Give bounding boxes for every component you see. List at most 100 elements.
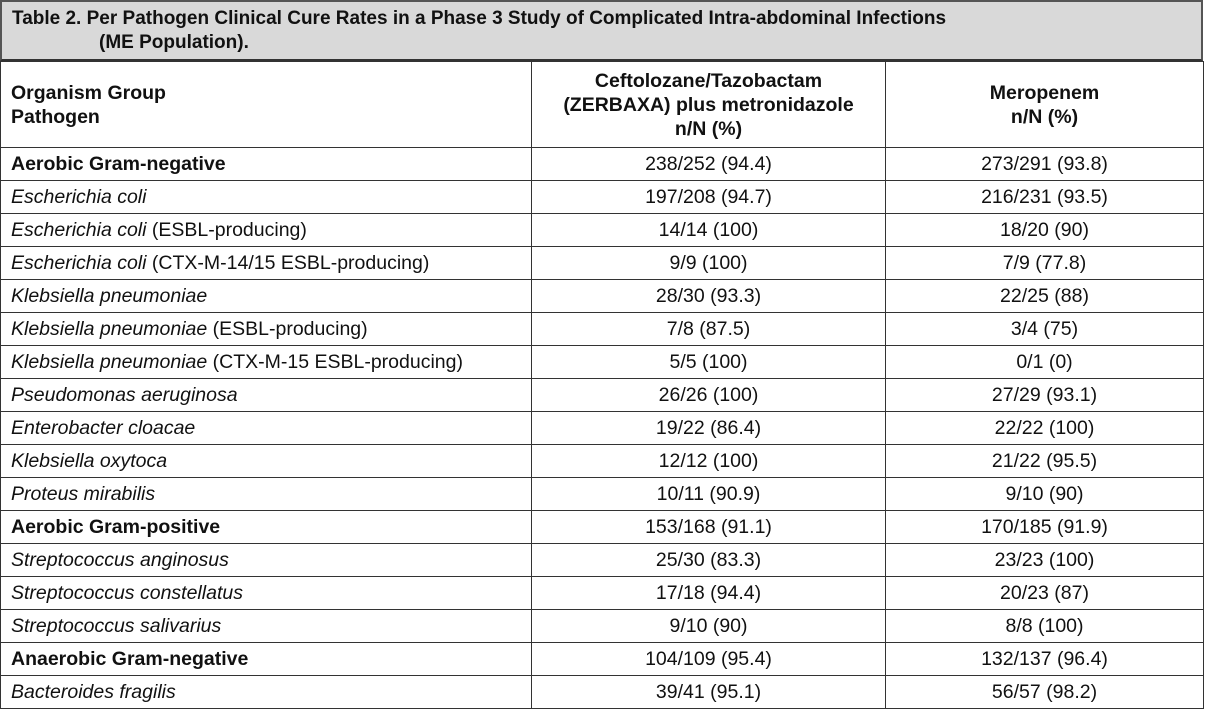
- zerbaxa-cure-cell: 17/18 (94.4): [531, 576, 886, 610]
- table-row: Pseudomonas aeruginosa 26/26 (100) 27/29 (…: [0, 378, 1204, 412]
- table-row: Escherichia coli (CTX-M-14/15 ESBL-produ…: [0, 246, 1204, 280]
- zerbaxa-cure-cell: 5/5 (100): [531, 345, 886, 379]
- header-pathogen: Pathogen: [11, 105, 100, 128]
- zerbaxa-cure-cell: 10/11 (90.9): [531, 477, 886, 511]
- pathogen-name: Klebsiella pneumoniae: [11, 350, 208, 373]
- meropenem-cure-cell: 27/29 (93.1): [885, 378, 1204, 412]
- pathogen-cell: Streptococcus anginosus: [0, 543, 532, 577]
- table-row: Klebsiella pneumoniae 28/30 (93.3) 22/25 (…: [0, 279, 1204, 313]
- pathogen-cell: Escherichia coli (ESBL-producing): [0, 213, 532, 247]
- pathogen-cell: Klebsiella pneumoniae: [0, 279, 532, 313]
- meropenem-cure-cell: 8/8 (100): [885, 609, 1204, 643]
- pathogen-cell: Escherichia coli (CTX-M-14/15 ESBL-produ…: [0, 246, 532, 280]
- table-row: Escherichia coli (ESBL-producing) 14/14 (…: [0, 213, 1204, 247]
- pathogen-name: Streptococcus anginosus: [11, 548, 229, 571]
- organism-group-name: Aerobic Gram-positive: [11, 515, 221, 538]
- meropenem-cure-cell: 3/4 (75): [885, 312, 1204, 346]
- table-row: Bacteroides fragilis 39/41 (95.1) 56/57 (9…: [0, 675, 1204, 709]
- meropenem-cure-cell: 132/137 (96.4): [885, 642, 1204, 676]
- meropenem-cure-cell: 0/1 (0): [885, 345, 1204, 379]
- pathogen-qualifier: (ESBL-producing): [146, 218, 307, 241]
- pathogen-cell: Enterobacter cloacae: [0, 411, 532, 445]
- pathogen-cell: Streptococcus constellatus: [0, 576, 532, 610]
- organism-group-cell: Anaerobic Gram-negative: [0, 642, 532, 676]
- group-row: Anaerobic Gram-negative 104/109 (95.4) 132…: [0, 642, 1204, 676]
- meropenem-cure-cell: 23/23 (100): [885, 543, 1204, 577]
- table-row: Escherichia coli 197/208 (94.7) 216/231 (9…: [0, 180, 1204, 214]
- table-header-row: Organism Group Pathogen Ceftolozane/Tazo…: [0, 61, 1204, 148]
- pathogen-cell: Bacteroides fragilis: [0, 675, 532, 709]
- zerbaxa-cure-cell: 9/10 (90): [531, 609, 886, 643]
- meropenem-cure-cell: 18/20 (90): [885, 213, 1204, 247]
- header-zerbaxa-line3: n/N (%): [674, 117, 743, 140]
- table-row: Enterobacter cloacae 19/22 (86.4) 22/22 (1…: [0, 411, 1204, 445]
- zerbaxa-cure-cell: 19/22 (86.4): [531, 411, 886, 445]
- meropenem-cure-cell: 216/231 (93.5): [885, 180, 1204, 214]
- table-title-line2: (ME Population).: [99, 32, 249, 53]
- header-zerbaxa-line1: Ceftolozane/Tazobactam: [594, 69, 823, 92]
- zerbaxa-cure-cell: 238/252 (94.4): [531, 147, 886, 181]
- header-organism-pathogen: Organism Group Pathogen: [0, 61, 532, 148]
- header-meropenem-line1: Meropenem: [989, 81, 1100, 104]
- table-row: Klebsiella pneumoniae (ESBL-producing) 7/…: [0, 312, 1204, 346]
- table-title: Table 2. Per Pathogen Clinical Cure Rate…: [0, 0, 1203, 61]
- zerbaxa-cure-cell: 7/8 (87.5): [531, 312, 886, 346]
- pathogen-qualifier: (CTX-M-14/15 ESBL-producing): [146, 251, 430, 274]
- pathogen-name: Enterobacter cloacae: [11, 416, 196, 439]
- table-row: Klebsiella oxytoca 12/12 (100) 21/22 (95.5…: [0, 444, 1204, 478]
- meropenem-cure-cell: 170/185 (91.9): [885, 510, 1204, 544]
- table-title-line1: Table 2. Per Pathogen Clinical Cure Rate…: [12, 8, 947, 29]
- zerbaxa-cure-cell: 25/30 (83.3): [531, 543, 886, 577]
- pathogen-name: Proteus mirabilis: [11, 482, 156, 505]
- zerbaxa-cure-cell: 153/168 (91.1): [531, 510, 886, 544]
- group-row: Aerobic Gram-positive 153/168 (91.1) 170/1…: [0, 510, 1204, 544]
- pathogen-name: Streptococcus salivarius: [11, 614, 222, 637]
- pathogen-cell: Escherichia coli: [0, 180, 532, 214]
- pathogen-name: Klebsiella oxytoca: [11, 449, 168, 472]
- header-meropenem-line2: n/N (%): [1010, 105, 1079, 128]
- zerbaxa-cure-cell: 12/12 (100): [531, 444, 886, 478]
- zerbaxa-cure-cell: 39/41 (95.1): [531, 675, 886, 709]
- pathogen-name: Klebsiella pneumoniae: [11, 317, 208, 340]
- pathogen-name: Escherichia coli: [11, 185, 147, 208]
- header-meropenem: Meropenem n/N (%): [885, 61, 1204, 148]
- meropenem-cure-cell: 273/291 (93.8): [885, 147, 1204, 181]
- pathogen-cell: Klebsiella pneumoniae (ESBL-producing): [0, 312, 532, 346]
- meropenem-cure-cell: 21/22 (95.5): [885, 444, 1204, 478]
- meropenem-cure-cell: 22/22 (100): [885, 411, 1204, 445]
- pathogen-cell: Pseudomonas aeruginosa: [0, 378, 532, 412]
- table-row: Streptococcus constellatus 17/18 (94.4) 20…: [0, 576, 1204, 610]
- zerbaxa-cure-cell: 104/109 (95.4): [531, 642, 886, 676]
- table-row: Proteus mirabilis 10/11 (90.9) 9/10 (90): [0, 477, 1204, 511]
- table-row: Streptococcus anginosus 25/30 (83.3) 23/23…: [0, 543, 1204, 577]
- pathogen-cell: Proteus mirabilis: [0, 477, 532, 511]
- meropenem-cure-cell: 22/25 (88): [885, 279, 1204, 313]
- table-row: Streptococcus salivarius 9/10 (90) 8/8 (10…: [0, 609, 1204, 643]
- pathogen-name: Klebsiella pneumoniae: [11, 284, 208, 307]
- pathogen-name: Streptococcus constellatus: [11, 581, 243, 604]
- header-zerbaxa-line2: (ZERBAXA) plus metronidazole: [563, 93, 854, 116]
- pathogen-qualifier: (ESBL-producing): [207, 317, 368, 340]
- table-body: Aerobic Gram-negative 238/252 (94.4) 273/2…: [0, 147, 1204, 709]
- table-row: Klebsiella pneumoniae (CTX-M-15 ESBL-pro…: [0, 345, 1204, 379]
- organism-group-name: Anaerobic Gram-negative: [11, 647, 249, 670]
- pathogen-cell: Klebsiella pneumoniae (CTX-M-15 ESBL-pro…: [0, 345, 532, 379]
- group-row: Aerobic Gram-negative 238/252 (94.4) 273/2…: [0, 147, 1204, 181]
- organism-group-cell: Aerobic Gram-negative: [0, 147, 532, 181]
- meropenem-cure-cell: 20/23 (87): [885, 576, 1204, 610]
- zerbaxa-cure-cell: 14/14 (100): [531, 213, 886, 247]
- organism-group-name: Aerobic Gram-negative: [11, 152, 226, 175]
- pathogen-cure-table: Organism Group Pathogen Ceftolozane/Tazo…: [0, 61, 1204, 709]
- header-zerbaxa: Ceftolozane/Tazobactam (ZERBAXA) plus me…: [531, 61, 886, 148]
- zerbaxa-cure-cell: 26/26 (100): [531, 378, 886, 412]
- meropenem-cure-cell: 7/9 (77.8): [885, 246, 1204, 280]
- zerbaxa-cure-cell: 28/30 (93.3): [531, 279, 886, 313]
- pathogen-qualifier: (CTX-M-15 ESBL-producing): [207, 350, 463, 373]
- pathogen-name: Escherichia coli: [11, 218, 147, 241]
- zerbaxa-cure-cell: 197/208 (94.7): [531, 180, 886, 214]
- header-organism-group: Organism Group: [11, 81, 166, 104]
- pathogen-name: Escherichia coli: [11, 251, 147, 274]
- meropenem-cure-cell: 9/10 (90): [885, 477, 1204, 511]
- zerbaxa-cure-cell: 9/9 (100): [531, 246, 886, 280]
